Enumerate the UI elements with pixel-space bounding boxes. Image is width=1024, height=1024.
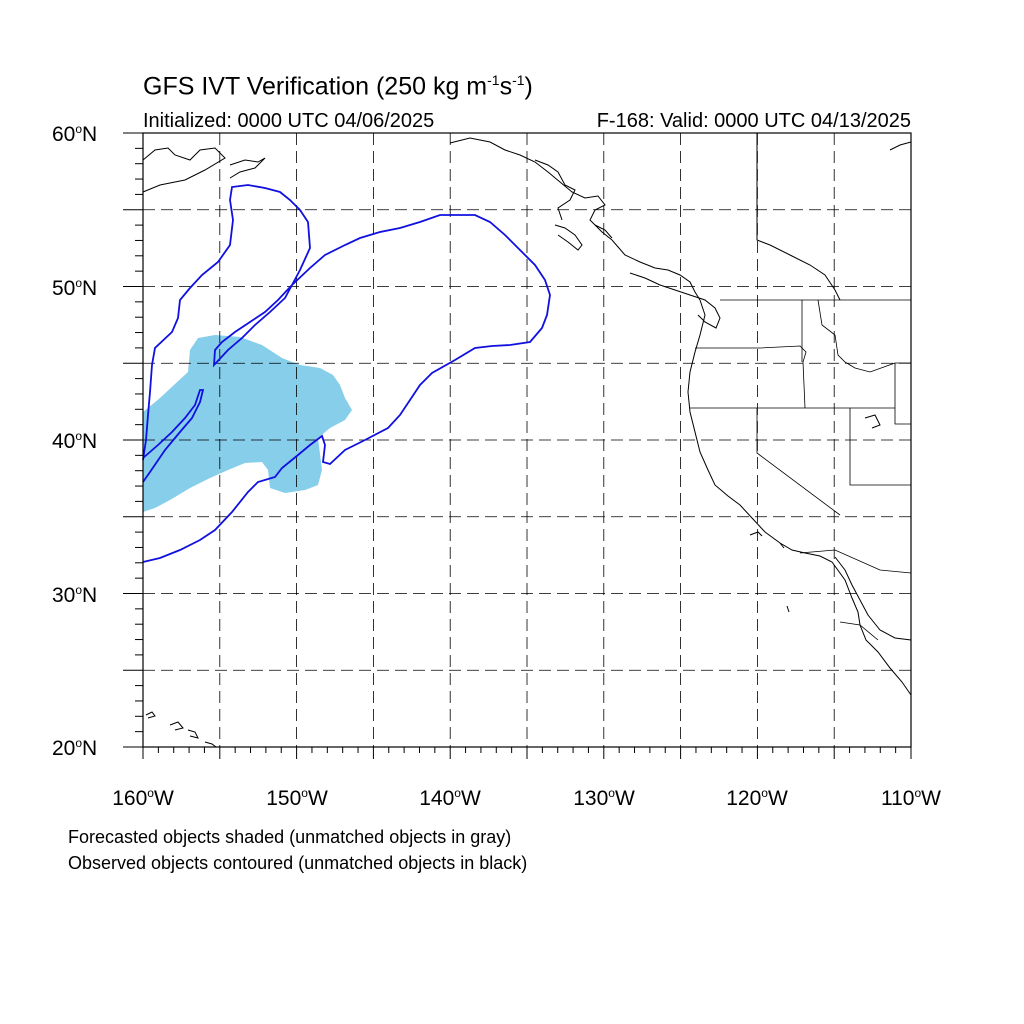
coastline-segment [594, 224, 613, 239]
coastline-segment [204, 741, 217, 748]
lat-label-30: 30oN [52, 583, 98, 607]
coastline-segment [687, 299, 912, 696]
coastline-segment [786, 605, 790, 613]
lon-label-150w: 150oW [266, 786, 328, 810]
coastline-segment [629, 272, 721, 329]
lat-label-60: 60oN [52, 122, 98, 146]
coastline-segment [187, 729, 199, 739]
coastline-segment [229, 157, 266, 179]
state-border [756, 408, 841, 516]
observed-ivt-contour-secondary [142, 389, 205, 483]
state-border [695, 345, 807, 409]
forecast-object-layer [143, 335, 352, 512]
observed-object-layer [142, 184, 551, 563]
lon-label-120w: 120oW [726, 786, 788, 810]
coastline-segment [554, 224, 583, 251]
observed-legend-note: Observed objects contoured (unmatched ob… [68, 853, 528, 873]
coastline-segment [889, 141, 912, 151]
lat-label-20: 20oN [52, 736, 98, 760]
valid-time: F-168: Valid: 0000 UTC 04/13/2025 [596, 110, 911, 132]
state-border [839, 621, 879, 641]
coastline-segment [169, 721, 184, 731]
lon-label-110w: 110oW [881, 786, 941, 810]
map-frame [142, 132, 912, 748]
observed-ivt-contour-main [142, 184, 551, 563]
lat-label-40: 40oN [52, 429, 98, 453]
coastline-segment [749, 531, 763, 537]
coastline-segment [756, 133, 841, 301]
axis-ticks [123, 132, 912, 759]
coastline-segment [145, 711, 156, 719]
coastline-segment [142, 147, 226, 193]
state-border [849, 408, 911, 486]
init-time: Initialized: 0000 UTC 04/06/2025 [143, 110, 435, 132]
coastline-segment [864, 414, 881, 429]
lon-label-130w: 130oW [573, 786, 635, 810]
state-border [894, 363, 911, 425]
state-border [799, 549, 912, 574]
lon-label-140w: 140oW [419, 786, 481, 810]
forecast-legend-note: Forecasted objects shaded (unmatched obj… [68, 827, 512, 847]
forecast-ivt-object [143, 335, 352, 512]
chart-title: GFS IVT Verification (250 kg m-1s-1) [143, 72, 533, 101]
lat-label-50: 50oN [52, 276, 98, 300]
coastline-segment [534, 159, 576, 221]
coastline-segment [449, 137, 701, 301]
state-border [817, 299, 911, 373]
lon-label-160w: 160oW [112, 786, 174, 810]
coastline-layer [142, 133, 912, 748]
coastline-segment [779, 542, 785, 549]
coastline-segment [834, 556, 912, 641]
lat-lon-grid [143, 133, 911, 747]
